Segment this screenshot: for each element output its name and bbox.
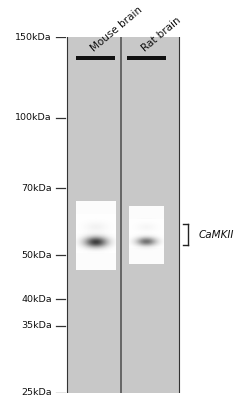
Text: Rat brain: Rat brain — [140, 16, 183, 54]
Text: 25kDa: 25kDa — [21, 388, 52, 397]
Text: 35kDa: 35kDa — [21, 322, 52, 330]
Text: 40kDa: 40kDa — [21, 295, 52, 304]
Bar — [76, 56, 115, 60]
Bar — [67, 19, 179, 400]
Text: CaMKII: CaMKII — [199, 230, 234, 240]
Text: 100kDa: 100kDa — [15, 113, 52, 122]
Bar — [127, 56, 166, 60]
Text: Mouse brain: Mouse brain — [89, 5, 144, 54]
Text: 150kDa: 150kDa — [15, 33, 52, 42]
Text: 70kDa: 70kDa — [21, 184, 52, 193]
Text: 50kDa: 50kDa — [21, 251, 52, 260]
